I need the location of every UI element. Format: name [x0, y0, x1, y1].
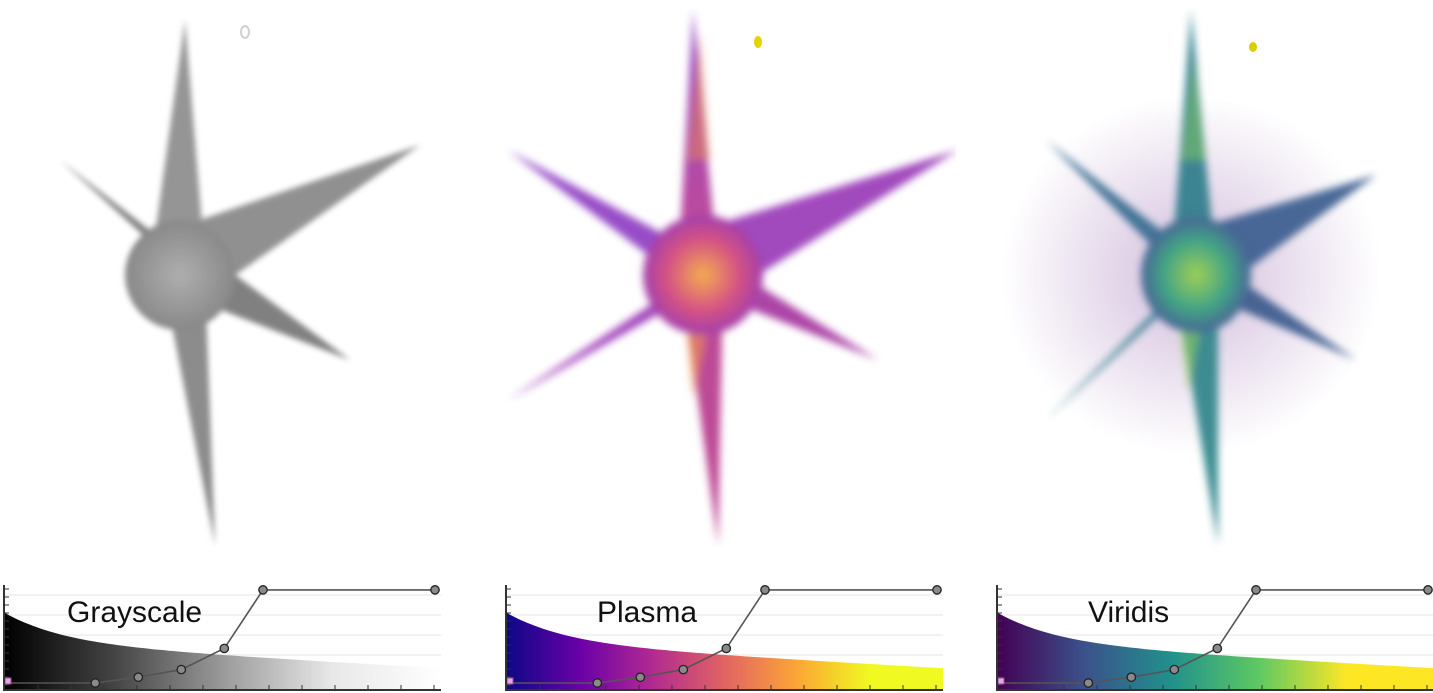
origin-handle[interactable]: [5, 677, 12, 685]
star-render-viridis: [1001, 10, 1381, 545]
star-render-grayscale: [60, 20, 420, 545]
colormap-label-viridis: Viridis: [1088, 596, 1170, 629]
volume-render-viridis: [956, 0, 1433, 560]
histogram-area: [998, 599, 1433, 689]
control-point-handle[interactable]: [760, 585, 770, 595]
marker-dot: [1249, 42, 1257, 52]
control-point-handle[interactable]: [1251, 585, 1261, 595]
star-render-plasma: [508, 10, 956, 545]
control-point-handle[interactable]: [90, 678, 101, 688]
control-point-handle[interactable]: [430, 585, 440, 595]
histogram-area: [507, 599, 943, 689]
transfer-function-plot-grayscale[interactable]: [5, 585, 441, 689]
control-point-handle[interactable]: [721, 643, 732, 654]
control-point-handle[interactable]: [592, 678, 603, 688]
transfer-function-editor-viridis[interactable]: Viridis: [996, 585, 1433, 691]
control-point-handle[interactable]: [1169, 664, 1180, 675]
control-point-handle[interactable]: [1083, 678, 1094, 688]
volume-render-plasma: [478, 0, 956, 560]
volume-render-grayscale: [0, 0, 478, 560]
transfer-function-plot-plasma[interactable]: [507, 585, 943, 689]
origin-handle[interactable]: [507, 677, 514, 685]
control-point-handle[interactable]: [932, 585, 942, 595]
control-point-handle[interactable]: [678, 664, 689, 675]
marker-dot: [754, 36, 762, 48]
origin-handle[interactable]: [998, 677, 1005, 685]
control-point-handle[interactable]: [133, 672, 144, 683]
colormap-label-plasma: Plasma: [597, 596, 698, 629]
control-point-handle[interactable]: [219, 643, 230, 654]
control-point-handle[interactable]: [1212, 643, 1223, 654]
colormap-label-grayscale: Grayscale: [67, 596, 203, 629]
control-point-handle[interactable]: [1423, 585, 1433, 595]
control-point-handle[interactable]: [258, 585, 268, 595]
control-point-handle[interactable]: [176, 664, 187, 675]
marker-dot: [240, 25, 250, 39]
histogram-area: [5, 599, 441, 689]
control-point-handle[interactable]: [1126, 672, 1137, 683]
transfer-function-plot-viridis[interactable]: [998, 585, 1433, 689]
control-point-handle[interactable]: [635, 672, 646, 683]
transfer-function-editor-plasma[interactable]: Plasma: [505, 585, 943, 691]
transfer-function-editor-grayscale[interactable]: Grayscale: [3, 585, 441, 691]
